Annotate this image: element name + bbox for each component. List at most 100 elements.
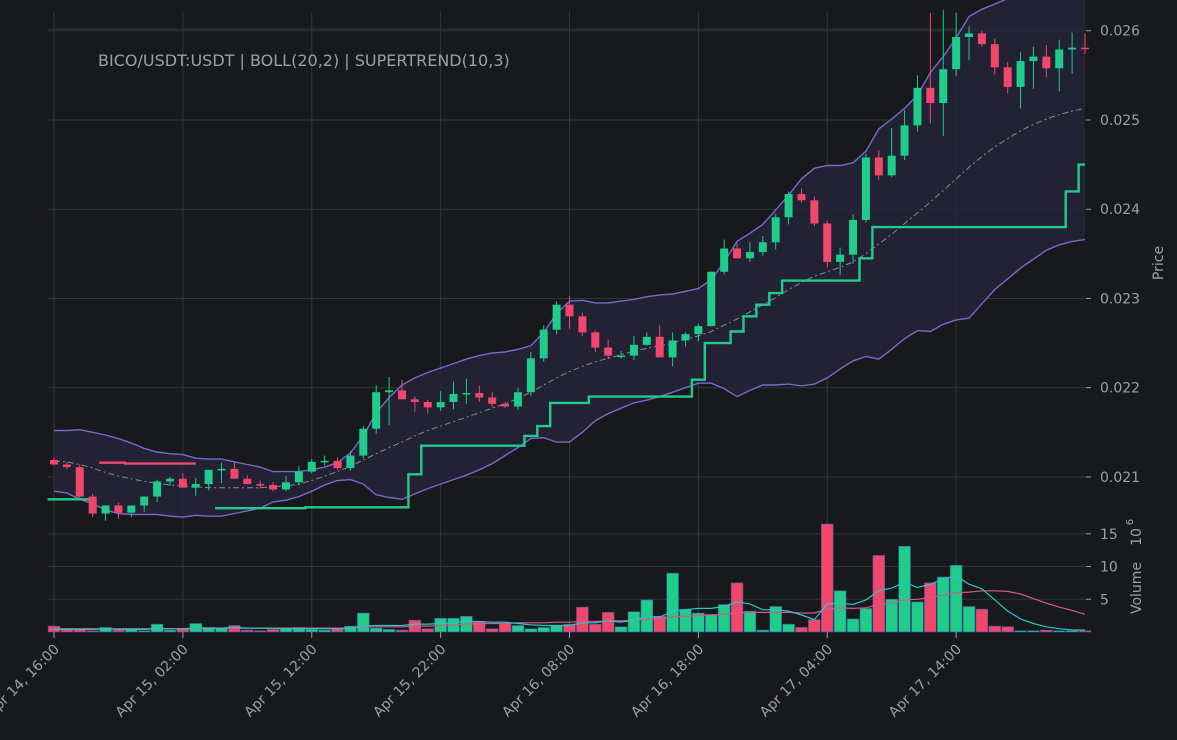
candle — [114, 502, 123, 519]
candle — [462, 378, 471, 404]
candle-body — [668, 340, 677, 358]
volume-bar — [1078, 630, 1092, 633]
volume-bar — [795, 627, 808, 633]
candle — [694, 323, 703, 342]
volume-bar — [137, 630, 151, 633]
candle — [1029, 46, 1038, 89]
candle — [346, 451, 355, 471]
supertrend-segment — [215, 163, 1085, 510]
candle-body — [307, 461, 316, 472]
candle — [423, 400, 432, 414]
volume-bar — [705, 614, 718, 633]
candle — [101, 505, 110, 521]
candle — [243, 475, 252, 485]
volume-tick-label: 5 — [1100, 592, 1109, 608]
volume-bar — [318, 629, 331, 633]
volume-bar — [872, 555, 886, 633]
candle-body — [681, 334, 690, 341]
volume-bar — [163, 629, 177, 633]
candle-body — [513, 392, 522, 407]
candle-body — [62, 464, 71, 468]
volume-bar — [833, 590, 847, 633]
volume-bar — [576, 606, 589, 633]
volume-bar — [357, 612, 370, 633]
candle-body — [191, 484, 200, 488]
candle — [745, 242, 754, 262]
candle-body — [269, 484, 278, 490]
candle-body — [1029, 56, 1038, 62]
candle-body — [140, 496, 149, 506]
candle — [913, 75, 922, 132]
volume-bar — [988, 625, 1002, 633]
volume-bar — [99, 627, 112, 633]
volume-axis-title: Volume — [1129, 562, 1145, 614]
price-tick-label: 0.023 — [1100, 291, 1140, 307]
candle-body — [165, 478, 174, 482]
candle — [1003, 61, 1012, 94]
volume-axis-multiplier: 10 — [1129, 528, 1145, 546]
volume-bar — [756, 629, 770, 633]
candles — [50, 10, 1089, 521]
volume-bar — [382, 629, 396, 633]
volume-bar — [524, 628, 538, 633]
candle-body — [346, 455, 355, 469]
candle — [294, 466, 303, 485]
candle-body — [449, 393, 458, 402]
candle — [926, 12, 935, 124]
candle — [281, 476, 290, 492]
candle-body — [836, 254, 845, 262]
supertrend-line — [47, 163, 1085, 510]
candle-body — [565, 304, 574, 317]
volume-bar — [975, 608, 989, 633]
volume-bar — [627, 611, 641, 633]
candle — [191, 477, 200, 496]
volume-moving-averages — [54, 575, 1086, 631]
candle-body — [539, 329, 548, 359]
volume-bar — [1014, 630, 1027, 633]
candle — [733, 243, 742, 259]
candle — [320, 455, 329, 466]
candle-body — [874, 157, 883, 176]
volume-bar — [1027, 630, 1040, 633]
candle-body — [230, 468, 239, 479]
candle — [900, 110, 909, 161]
candle-body — [720, 248, 729, 272]
candle-body — [629, 344, 638, 356]
candle-body — [88, 496, 97, 514]
candle-body — [397, 390, 406, 400]
candle-body — [977, 33, 986, 45]
volume-bar — [846, 618, 860, 633]
candle — [449, 381, 458, 410]
candle — [204, 469, 213, 491]
volume-bar — [537, 627, 550, 633]
volume-bar — [202, 627, 215, 633]
volume-bar — [228, 625, 241, 633]
candle — [256, 480, 265, 489]
volume-bar — [911, 601, 924, 633]
bollinger-mid-line — [53, 107, 1086, 489]
candle-body — [1068, 47, 1077, 50]
candle — [887, 128, 896, 178]
candle-body — [552, 304, 561, 330]
candle — [372, 385, 381, 435]
candle — [269, 482, 278, 492]
candle — [784, 191, 793, 225]
candle-body — [707, 271, 716, 327]
candle — [230, 462, 239, 479]
candle — [501, 401, 510, 409]
volume-bar — [679, 608, 692, 633]
volume-bar — [421, 628, 434, 633]
candle — [385, 376, 394, 426]
candle — [88, 493, 97, 518]
price-tick-label: 0.021 — [1100, 470, 1140, 486]
candle — [642, 332, 651, 346]
candle-body — [861, 157, 870, 220]
candle-body — [294, 471, 303, 483]
candle-body — [591, 332, 600, 348]
candle-body — [526, 358, 535, 393]
candle-body — [320, 460, 329, 463]
candle-body — [127, 505, 136, 513]
candle — [655, 325, 664, 358]
candle — [771, 213, 780, 250]
